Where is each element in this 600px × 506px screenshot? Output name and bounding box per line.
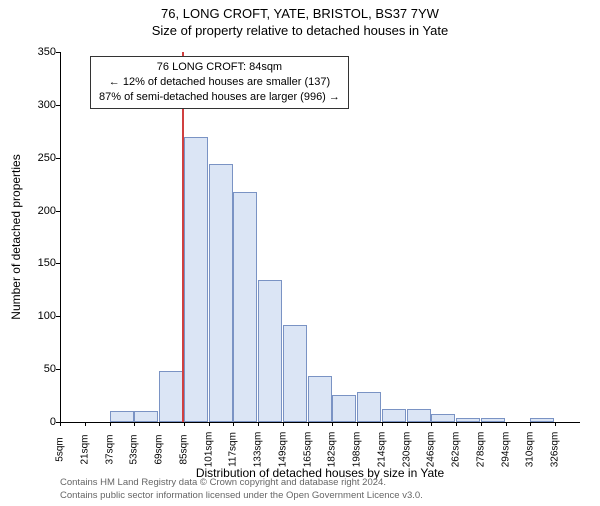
y-tick-label: 200 <box>38 205 56 217</box>
y-tick-label: 50 <box>44 363 56 375</box>
x-tick-label: 85sqm <box>178 434 189 464</box>
x-tick-mark <box>431 422 432 426</box>
histogram-bar <box>134 411 158 422</box>
x-tick-label: 165sqm <box>302 432 313 468</box>
x-tick-mark <box>60 422 61 426</box>
x-tick-label: 37sqm <box>104 434 115 464</box>
histogram-bar <box>382 409 406 422</box>
x-tick-label: 69sqm <box>154 434 165 464</box>
histogram-bar <box>431 414 455 422</box>
y-tick-mark <box>56 263 60 264</box>
y-tick-mark <box>56 211 60 212</box>
histogram-bar <box>357 392 381 422</box>
x-tick-label: 5sqm <box>55 437 66 461</box>
x-tick-mark <box>110 422 111 426</box>
chart-title: 76, LONG CROFT, YATE, BRISTOL, BS37 7YW <box>0 6 600 21</box>
histogram-bar <box>283 325 307 422</box>
x-tick-label: 198sqm <box>352 432 363 468</box>
chart-subtitle: Size of property relative to detached ho… <box>0 23 600 38</box>
histogram-bar <box>456 418 480 422</box>
info-line-3: 87% of semi-detached houses are larger (… <box>99 90 340 105</box>
x-tick-label: 278sqm <box>475 432 486 468</box>
info-line-1: 76 LONG CROFT: 84sqm <box>99 60 340 75</box>
footer-line-2: Contains public sector information licen… <box>60 490 423 502</box>
x-tick-mark <box>506 422 507 426</box>
x-tick-mark <box>332 422 333 426</box>
x-tick-label: 133sqm <box>253 432 264 468</box>
x-tick-mark <box>159 422 160 426</box>
histogram-bar <box>332 395 356 422</box>
x-tick-label: 310sqm <box>525 432 536 468</box>
y-tick-mark <box>56 105 60 106</box>
x-tick-label: 262sqm <box>451 432 462 468</box>
x-tick-mark <box>456 422 457 426</box>
x-tick-mark <box>184 422 185 426</box>
x-tick-mark <box>283 422 284 426</box>
x-tick-mark <box>530 422 531 426</box>
x-tick-mark <box>555 422 556 426</box>
histogram-bar <box>407 409 431 422</box>
y-tick-label: 100 <box>38 310 56 322</box>
y-tick-mark <box>56 158 60 159</box>
histogram-bar <box>209 164 233 422</box>
y-tick-label: 250 <box>38 152 56 164</box>
histogram-bar <box>184 137 208 422</box>
x-tick-label: 246sqm <box>426 432 437 468</box>
y-tick-mark <box>56 316 60 317</box>
y-tick-label: 150 <box>38 257 56 269</box>
histogram-bar <box>308 376 332 423</box>
y-tick-label: 300 <box>38 99 56 111</box>
x-tick-label: 294sqm <box>500 432 511 468</box>
chart-area: Number of detached properties Distributi… <box>60 52 580 422</box>
x-tick-label: 230sqm <box>401 432 412 468</box>
histogram-bar <box>110 411 134 422</box>
histogram-bar <box>159 371 183 422</box>
x-tick-mark <box>85 422 86 426</box>
info-box: 76 LONG CROFT: 84sqm ← 12% of detached h… <box>90 56 349 109</box>
histogram-bar <box>481 418 505 422</box>
x-tick-mark <box>382 422 383 426</box>
x-tick-mark <box>308 422 309 426</box>
y-axis-label: Number of detached properties <box>9 154 23 319</box>
histogram-bar <box>258 280 282 422</box>
x-tick-label: 326sqm <box>550 432 561 468</box>
x-tick-mark <box>357 422 358 426</box>
y-tick-mark <box>56 369 60 370</box>
histogram-bar <box>530 418 554 422</box>
x-tick-mark <box>258 422 259 426</box>
histogram-bar <box>233 192 257 422</box>
footer-line-1: Contains HM Land Registry data © Crown c… <box>60 477 423 489</box>
x-tick-mark <box>209 422 210 426</box>
y-tick-mark <box>56 52 60 53</box>
x-tick-mark <box>233 422 234 426</box>
x-tick-label: 21sqm <box>79 434 90 464</box>
y-tick-label: 350 <box>38 46 56 58</box>
footer: Contains HM Land Registry data © Crown c… <box>60 477 423 502</box>
x-tick-label: 214sqm <box>376 432 387 468</box>
x-tick-label: 53sqm <box>129 434 140 464</box>
x-tick-mark <box>134 422 135 426</box>
x-tick-label: 182sqm <box>327 432 338 468</box>
x-axis-line <box>60 422 580 423</box>
x-tick-mark <box>407 422 408 426</box>
x-tick-label: 149sqm <box>277 432 288 468</box>
x-tick-label: 101sqm <box>203 432 214 468</box>
x-tick-label: 117sqm <box>228 432 239 467</box>
info-line-2: ← 12% of detached houses are smaller (13… <box>99 75 340 90</box>
y-axis-line <box>60 52 61 422</box>
y-tick-label: 0 <box>50 416 56 428</box>
x-tick-mark <box>481 422 482 426</box>
